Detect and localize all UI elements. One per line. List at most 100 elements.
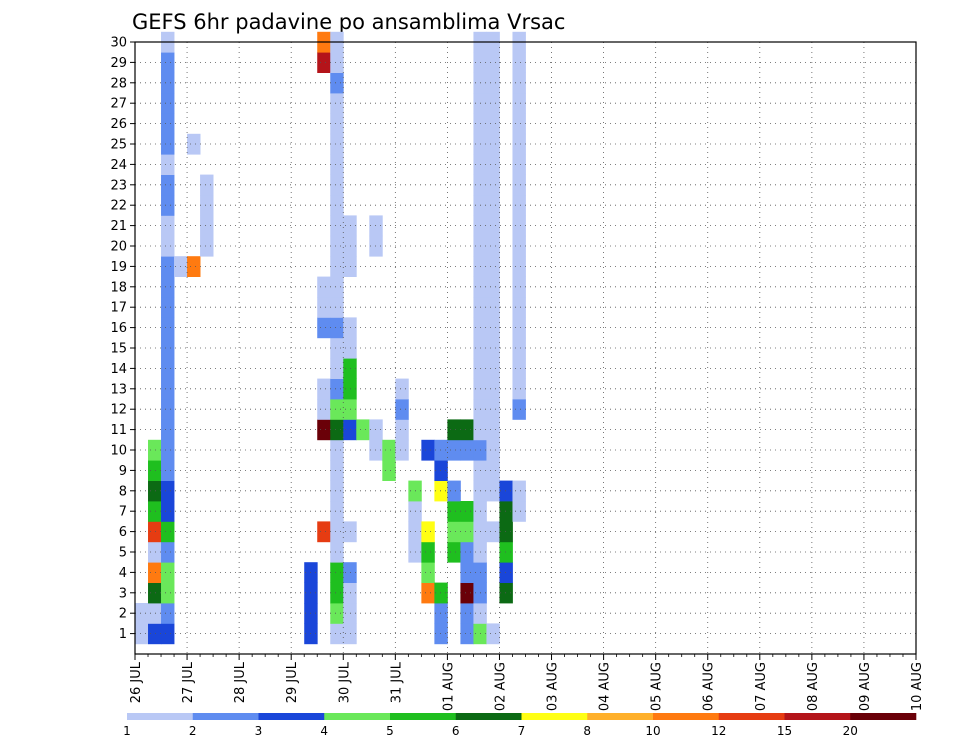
precip-cell: [330, 623, 344, 645]
precip-cell: [343, 562, 357, 583]
precip-cell: [148, 562, 162, 583]
precip-cell: [512, 501, 526, 522]
precip-cell: [486, 521, 500, 543]
precip-cell: [447, 541, 461, 563]
precip-cell: [486, 195, 500, 216]
precip-cell: [148, 480, 162, 502]
colorbar-swatch: [718, 713, 785, 720]
precip-cell: [512, 113, 526, 135]
precip-cell: [161, 337, 175, 359]
precip-cell: [330, 93, 344, 114]
y-tick-label: 26: [110, 117, 127, 132]
precip-cell: [135, 603, 149, 624]
y-tick-label: 28: [110, 76, 127, 91]
precip-cell: [343, 235, 357, 257]
precip-cell: [148, 439, 162, 461]
precip-cell: [161, 582, 175, 604]
precip-cell: [161, 419, 175, 441]
x-tick-label: 01 AUG: [441, 662, 456, 711]
y-axis-ticks: 1234567891011121314151617181920212223242…: [110, 36, 135, 642]
precip-cell: [317, 276, 331, 298]
precip-cell: [460, 582, 474, 604]
precip-cell: [486, 256, 500, 277]
precip-cell: [343, 317, 357, 339]
y-tick-label: 8: [119, 484, 127, 499]
precip-cell: [512, 297, 526, 318]
precip-cell: [330, 460, 344, 481]
precip-cell: [317, 297, 331, 318]
precip-cell: [460, 439, 474, 461]
colorbar-label: 3: [255, 724, 263, 738]
precip-cell: [343, 358, 357, 379]
precip-cell: [161, 133, 175, 155]
precip-cell: [486, 480, 500, 502]
colorbar-swatch: [521, 713, 588, 720]
precip-cell: [330, 195, 344, 216]
precip-cell: [395, 439, 409, 461]
colorbar-swatch: [455, 713, 522, 720]
precip-cell: [486, 113, 500, 135]
x-tick-label: 29 JUL: [285, 661, 300, 703]
colorbar-swatch: [850, 713, 917, 720]
precip-cell: [343, 399, 357, 420]
precip-cell: [434, 582, 448, 604]
precip-cell: [343, 256, 357, 277]
precip-cell: [447, 480, 461, 502]
precip-cell: [460, 419, 474, 441]
precip-cell: [421, 521, 435, 543]
y-tick-label: 11: [110, 423, 127, 438]
precip-cell: [161, 378, 175, 400]
precip-cell: [343, 378, 357, 400]
precip-cell: [512, 276, 526, 298]
precip-cell: [161, 276, 175, 298]
precip-cell: [161, 439, 175, 461]
y-tick-label: 15: [110, 342, 127, 357]
precip-cell: [161, 521, 175, 543]
x-tick-label: 04 AUG: [598, 662, 613, 711]
colorbar-swatch: [587, 713, 654, 720]
precip-cell: [317, 317, 331, 339]
precip-cell: [460, 623, 474, 645]
precip-cell: [512, 317, 526, 339]
precip-cell: [447, 501, 461, 522]
colorbar-swatch: [784, 713, 851, 720]
precip-cell: [512, 399, 526, 420]
colorbar-label: 7: [518, 724, 526, 738]
precip-cell: [161, 215, 175, 237]
precip-cell: [499, 582, 513, 604]
precip-cell: [486, 337, 500, 359]
precip-cell: [330, 154, 344, 175]
precip-cell: [512, 358, 526, 379]
x-tick-label: 31 JUL: [389, 661, 404, 703]
precip-cell: [499, 480, 513, 502]
y-tick-label: 1: [119, 627, 127, 642]
x-tick-label: 07 AUG: [754, 662, 769, 711]
precip-cell: [148, 603, 162, 624]
precip-cell: [330, 419, 344, 441]
precip-cell: [382, 439, 396, 461]
y-tick-label: 13: [110, 382, 127, 397]
colorbar-label: 8: [583, 724, 591, 738]
x-axis-ticks: 26 JUL 27 JUL 28 JUL 29 JUL 30 JUL 31 JUL 01 A…: [129, 654, 925, 711]
precip-cell: [447, 521, 461, 543]
colorbar-swatch: [127, 713, 194, 720]
precip-cell: [486, 399, 500, 420]
precip-cell: [512, 256, 526, 277]
colorbar-swatch: [653, 713, 720, 720]
precip-cell: [161, 256, 175, 277]
y-tick-label: 2: [119, 607, 127, 622]
precip-cell: [161, 174, 175, 196]
y-tick-label: 22: [110, 199, 127, 214]
precip-cell: [460, 501, 474, 522]
precip-cell: [330, 562, 344, 583]
precip-cell: [317, 521, 331, 543]
precip-cell: [148, 460, 162, 481]
precip-cell: [512, 133, 526, 155]
precip-cell: [330, 174, 344, 196]
precip-cell: [161, 562, 175, 583]
colorbar-label: 4: [320, 724, 328, 738]
precip-cell: [161, 541, 175, 563]
precip-cell: [330, 337, 344, 359]
precip-cell: [200, 235, 214, 257]
precip-cell: [486, 439, 500, 461]
